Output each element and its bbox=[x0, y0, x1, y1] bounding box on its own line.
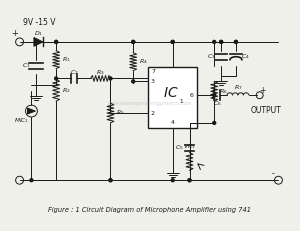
Circle shape bbox=[235, 40, 237, 43]
Text: 4: 4 bbox=[171, 120, 175, 125]
Text: $C_2$: $C_2$ bbox=[70, 68, 78, 77]
Text: $C_3$: $C_3$ bbox=[207, 52, 216, 61]
Text: $C_1$: $C_1$ bbox=[22, 61, 31, 70]
Circle shape bbox=[109, 77, 112, 80]
Text: Figure : 1 Circuit Diagram of Microphone Amplifier using 741: Figure : 1 Circuit Diagram of Microphone… bbox=[49, 207, 251, 213]
Circle shape bbox=[213, 40, 216, 43]
Text: $R_1$: $R_1$ bbox=[62, 55, 70, 64]
Text: +: + bbox=[260, 86, 266, 95]
Text: OUTPUT: OUTPUT bbox=[250, 106, 281, 115]
Text: www.bestengineeringprojects.com: www.bestengineeringprojects.com bbox=[108, 101, 192, 106]
Text: $C_6$: $C_6$ bbox=[213, 99, 222, 108]
Text: +: + bbox=[11, 30, 18, 39]
Text: 9V -15 V: 9V -15 V bbox=[23, 18, 56, 27]
Text: $R_7$: $R_7$ bbox=[234, 83, 242, 92]
Text: 2: 2 bbox=[151, 110, 155, 116]
Circle shape bbox=[220, 40, 223, 43]
Circle shape bbox=[109, 179, 112, 182]
Circle shape bbox=[55, 40, 58, 43]
Text: $R_6$: $R_6$ bbox=[219, 87, 227, 96]
Text: $_1$: $_1$ bbox=[179, 97, 184, 106]
Polygon shape bbox=[28, 108, 35, 114]
Text: $R_4$: $R_4$ bbox=[139, 57, 148, 66]
Circle shape bbox=[132, 40, 135, 43]
Text: 3: 3 bbox=[151, 79, 155, 84]
Text: $MIC_1$: $MIC_1$ bbox=[14, 116, 29, 125]
Circle shape bbox=[171, 40, 174, 43]
Text: 7: 7 bbox=[151, 69, 155, 74]
Circle shape bbox=[132, 80, 135, 83]
Text: $IC$: $IC$ bbox=[163, 86, 178, 100]
Text: $D_1$: $D_1$ bbox=[34, 30, 43, 38]
Circle shape bbox=[30, 179, 33, 182]
Text: $C_5$: $C_5$ bbox=[175, 143, 184, 152]
Circle shape bbox=[109, 179, 112, 182]
Text: 6: 6 bbox=[190, 93, 194, 98]
Text: $VR_1$: $VR_1$ bbox=[183, 142, 196, 151]
Circle shape bbox=[55, 40, 58, 43]
Circle shape bbox=[213, 94, 216, 97]
Text: $R_2$: $R_2$ bbox=[62, 86, 70, 95]
Text: $R_3$: $R_3$ bbox=[96, 68, 105, 77]
FancyBboxPatch shape bbox=[148, 67, 197, 128]
Circle shape bbox=[235, 40, 237, 43]
Circle shape bbox=[213, 122, 216, 124]
Circle shape bbox=[220, 40, 223, 43]
Circle shape bbox=[171, 40, 174, 43]
Circle shape bbox=[188, 179, 191, 182]
Polygon shape bbox=[34, 37, 43, 46]
Text: -: - bbox=[271, 169, 274, 178]
Circle shape bbox=[132, 40, 135, 43]
Text: $C_4$: $C_4$ bbox=[242, 52, 250, 61]
Circle shape bbox=[188, 179, 191, 182]
Circle shape bbox=[55, 77, 58, 80]
Text: $R_5$: $R_5$ bbox=[116, 109, 125, 118]
Circle shape bbox=[171, 179, 174, 182]
